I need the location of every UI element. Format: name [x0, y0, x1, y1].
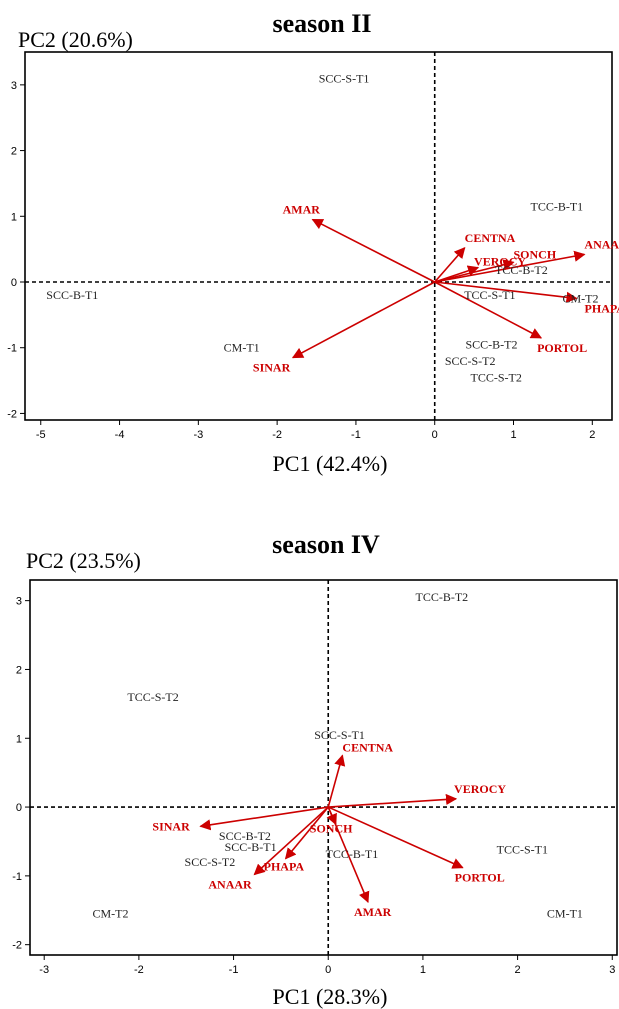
x-tick-label: 1 — [510, 429, 516, 441]
loading-label: SONCH — [310, 821, 353, 835]
x-tick-label: -4 — [115, 429, 125, 441]
y-axis-label: PC2 (23.5%) — [26, 548, 141, 573]
panel-season-iv: season IV PC2 (23.5%) PC1 (28.3%) -3 -2 -1… — [12, 530, 618, 1009]
loading-vector — [311, 218, 436, 283]
loading-label: VEROCY — [474, 255, 526, 269]
loading-label: SONCH — [514, 247, 557, 261]
y-tick-label: 2 — [11, 146, 17, 158]
observation-label: SCC-S-T2 — [185, 855, 236, 869]
x-tick-label: -1 — [351, 429, 361, 441]
loading-vector — [434, 246, 466, 283]
y-tick-label: 3 — [16, 596, 22, 608]
plot-frame — [29, 579, 618, 956]
observation-label: SCC-B-T2 — [465, 337, 517, 351]
observation-label: CM-T1 — [547, 907, 583, 921]
loading-vector — [434, 250, 586, 283]
observation-label: CM-T2 — [562, 291, 598, 305]
x-tick-label: 1 — [420, 964, 426, 976]
chart-title: season IV — [272, 530, 380, 559]
observation-label: SCC-S-T1 — [314, 728, 365, 742]
y-tick-label: 0 — [11, 277, 17, 289]
observation-label: TCC-B-T2 — [416, 590, 469, 604]
observation-label: TCC-B-T1 — [326, 847, 379, 861]
x-tick-label: -3 — [39, 964, 49, 976]
x-tick-label: -5 — [36, 429, 46, 441]
y-tick-label: 2 — [16, 664, 22, 676]
loading-vector — [199, 806, 329, 831]
y-tick-label: 0 — [16, 802, 22, 814]
loading-label: SINAR — [152, 819, 190, 833]
observation-label: SCC-B-T1 — [46, 288, 98, 302]
x-tick-label: 3 — [609, 964, 615, 976]
loading-vector — [328, 793, 458, 808]
chart-title: season II — [273, 9, 372, 38]
y-tick-label: 3 — [11, 80, 17, 92]
loading-label: PORTOL — [455, 871, 505, 885]
x-tick-label: -2 — [134, 964, 144, 976]
x-tick-label: -3 — [193, 429, 203, 441]
loading-label: AMAR — [354, 905, 392, 919]
observation-label: TCC-S-T1 — [497, 843, 548, 857]
observation-label: TCC-B-T1 — [531, 199, 584, 213]
loading-vector — [327, 806, 370, 904]
loading-label: SINAR — [253, 361, 291, 375]
observation-label: SCC-S-T1 — [319, 71, 370, 85]
observation-label: TCC-S-T2 — [471, 370, 522, 384]
observation-label: SCC-B-T1 — [225, 840, 277, 854]
plot-area: -5 -4 -3 -2 -1 0 1 2 -2 -1 0 1 2 3 AMAR CENTNA SONCH ANAA… — [7, 51, 619, 441]
x-axis-label: PC1 (28.3%) — [273, 984, 388, 1009]
plot-area: -3 -2 -1 0 1 2 3 -2 -1 0 1 2 3 CENTNA VEROCY SINAR SONCH… — [12, 579, 618, 976]
x-tick-label: -1 — [229, 964, 239, 976]
loading-label: ANAAR — [584, 237, 619, 251]
y-tick-label: -1 — [12, 871, 22, 883]
loading-label: AMAR — [283, 203, 321, 217]
observation-label: TCC-B-T2 — [495, 263, 548, 277]
x-tick-label: 2 — [515, 964, 521, 976]
x-tick-label: -2 — [272, 429, 282, 441]
plot-frame — [24, 51, 613, 421]
x-tick-label: 2 — [589, 429, 595, 441]
observation-label: SCC-S-T2 — [445, 354, 496, 368]
loading-vector — [291, 281, 436, 359]
loading-vector — [284, 806, 329, 860]
loading-label: PHAPA — [585, 301, 619, 315]
observation-label: CM-T1 — [224, 341, 260, 355]
loading-vector — [327, 806, 464, 869]
loading-label: PHAPA — [264, 860, 305, 874]
observation-label: TCC-S-T1 — [464, 288, 515, 302]
loading-label: PORTOL — [537, 341, 587, 355]
observation-label: TCC-S-T2 — [127, 690, 178, 704]
loading-vector — [253, 806, 329, 876]
x-tick-label: 0 — [432, 429, 438, 441]
loading-vector — [434, 281, 578, 303]
y-tick-label: -1 — [7, 343, 17, 355]
y-tick-label: -2 — [7, 408, 17, 420]
loading-label: CENTNA — [465, 231, 516, 245]
y-tick-label: 1 — [11, 211, 17, 223]
x-axis-label: PC1 (42.4%) — [273, 451, 388, 476]
x-tick-label: 0 — [325, 964, 331, 976]
y-tick-label: -2 — [12, 940, 22, 952]
y-tick-label: 1 — [16, 733, 22, 745]
loading-label: CENTNA — [342, 740, 393, 754]
loading-vector — [434, 265, 480, 283]
loading-vector — [434, 281, 543, 339]
y-axis-label: PC2 (20.6%) — [18, 27, 133, 52]
panel-season-ii: season II PC2 (20.6%) PC1 (42.4%) -5 -4 -3… — [7, 9, 619, 476]
observation-label: CM-T2 — [92, 907, 128, 921]
loading-label: ANAAR — [208, 877, 252, 891]
observation-label: SCC-B-T2 — [219, 829, 271, 843]
loading-vector — [327, 754, 346, 808]
loading-label: VEROCY — [454, 782, 506, 796]
